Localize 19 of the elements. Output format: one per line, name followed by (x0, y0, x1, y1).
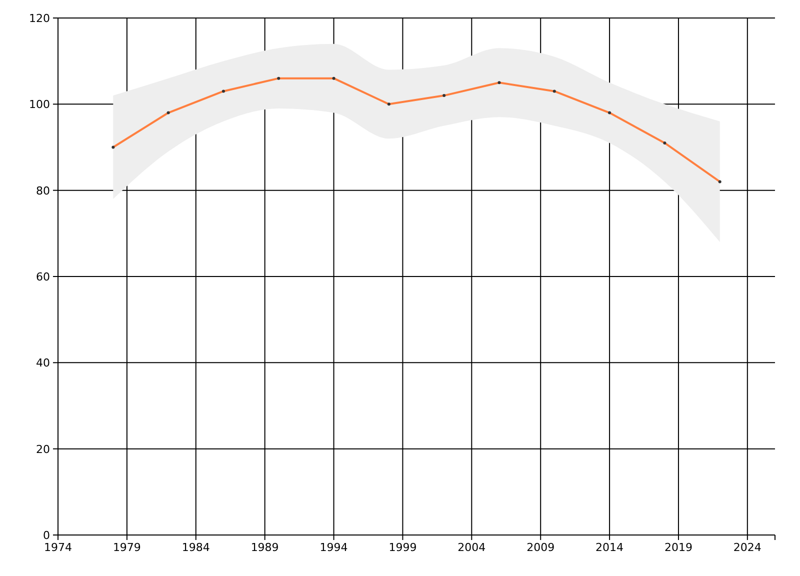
y-tick-label: 120 (29, 12, 50, 25)
x-tick-label: 2004 (458, 541, 486, 554)
x-tick-label: 1979 (112, 541, 141, 554)
x-tick-label: 1984 (182, 541, 210, 554)
x-tick-label: 1974 (44, 541, 72, 554)
x-tick-label: 2009 (526, 541, 555, 554)
y-tick-label: 80 (36, 184, 50, 198)
y-tick-label: 20 (36, 442, 50, 456)
y-tick-label: 100 (29, 98, 50, 112)
x-tick-label: 2014 (596, 541, 624, 554)
x-tick-label: 2019 (664, 541, 692, 554)
x-tick-label: 2024 (733, 541, 762, 554)
x-tick-label: 1989 (250, 541, 279, 554)
x-tick-label: 1994 (320, 541, 348, 554)
line-series (112, 76, 722, 184)
x-tick-label: 1999 (388, 541, 417, 554)
y-tick-label: 60 (36, 270, 50, 284)
y-tick-label: 0 (43, 529, 50, 542)
y-tick-label: 40 (36, 356, 50, 370)
